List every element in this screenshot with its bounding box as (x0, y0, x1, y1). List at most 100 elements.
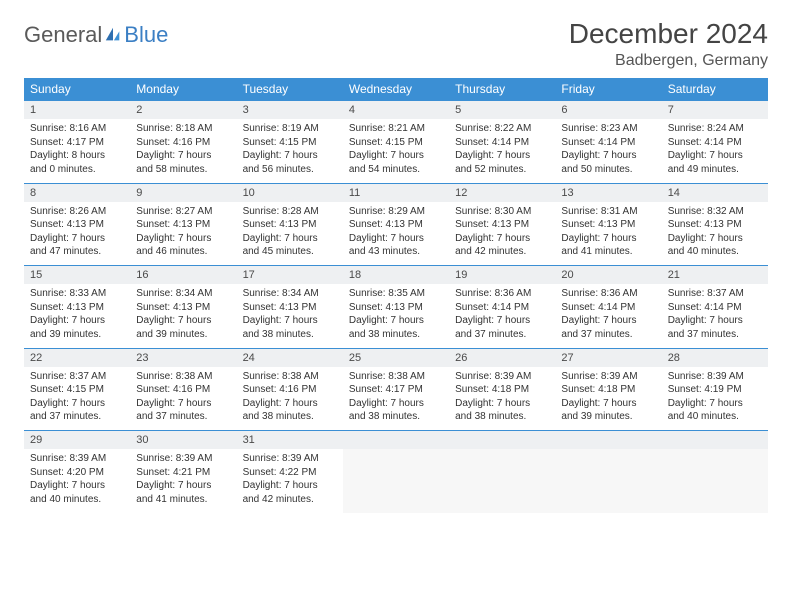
day-number-cell: 8 (24, 183, 130, 202)
day-number-row: 15161718192021 (24, 266, 768, 285)
day-number-cell: 28 (662, 348, 768, 367)
day-content-cell: Sunrise: 8:16 AMSunset: 4:17 PMDaylight:… (24, 119, 130, 183)
day-content-row: Sunrise: 8:33 AMSunset: 4:13 PM Daylight:… (24, 284, 768, 348)
sunrise-text: Sunrise: 8:37 AM (30, 370, 124, 384)
sunrise-text: Sunrise: 8:34 AM (243, 287, 337, 301)
dl2-text: and 50 minutes. (561, 163, 655, 177)
dl2-text: and 52 minutes. (455, 163, 549, 177)
dl1-text: Daylight: 7 hours (136, 314, 230, 328)
day-content-cell: Sunrise: 8:37 AMSunset: 4:14 PMDaylight:… (662, 284, 768, 348)
sunset-text: Sunset: 4:21 PM (136, 466, 230, 480)
dl1-text: Daylight: 7 hours (136, 232, 230, 246)
day-content-cell: Sunrise: 8:39 AMSunset: 4:20 PMDaylight:… (24, 449, 130, 513)
sunrise-text: Sunrise: 8:32 AM (668, 205, 762, 219)
sunrise-text: Sunrise: 8:31 AM (561, 205, 655, 219)
dl1-text: Daylight: 7 hours (136, 479, 230, 493)
logo-sail-icon (104, 26, 122, 44)
location: Badbergen, Germany (569, 52, 768, 70)
sunrise-text: Sunrise: 8:36 AM (561, 287, 655, 301)
sunrise-text: Sunrise: 8:24 AM (668, 122, 762, 136)
sunset-text: Sunset: 4:15 PM (349, 136, 443, 150)
sunset-text: Sunset: 4:13 PM (243, 218, 337, 232)
dl1-text: Daylight: 7 hours (668, 232, 762, 246)
day-content-cell: Sunrise: 8:39 AMSunset: 4:19 PMDaylight:… (662, 367, 768, 431)
dl2-text: and 46 minutes. (136, 245, 230, 259)
day-number-cell: 27 (555, 348, 661, 367)
day-content-cell (343, 449, 449, 513)
dl1-text: Daylight: 7 hours (243, 149, 337, 163)
day-content-cell: Sunrise: 8:35 AMSunset: 4:13 PMDaylight:… (343, 284, 449, 348)
dl2-text: and 49 minutes. (668, 163, 762, 177)
dl2-text: and 38 minutes. (455, 410, 549, 424)
sunrise-text: Sunrise: 8:19 AM (243, 122, 337, 136)
sunrise-text: Sunrise: 8:33 AM (30, 287, 124, 301)
dl1-text: Daylight: 7 hours (455, 397, 549, 411)
day-number-row: 22232425262728 (24, 348, 768, 367)
dl2-text: and 54 minutes. (349, 163, 443, 177)
title-block: December 2024 Badbergen, Germany (569, 18, 768, 70)
sunrise-text: Sunrise: 8:29 AM (349, 205, 443, 219)
weekday-header: Monday (130, 78, 236, 101)
day-content-row: Sunrise: 8:26 AMSunset: 4:13 PMDaylight:… (24, 202, 768, 266)
sunrise-text: Sunrise: 8:26 AM (30, 205, 124, 219)
dl2-text: and 40 minutes. (668, 410, 762, 424)
sunset-text: Sunset: 4:16 PM (243, 383, 337, 397)
weekday-header: Saturday (662, 78, 768, 101)
dl2-text: and 42 minutes. (455, 245, 549, 259)
day-content-row: Sunrise: 8:39 AMSunset: 4:20 PMDaylight:… (24, 449, 768, 513)
dl1-text: Daylight: 7 hours (668, 149, 762, 163)
dl1-text: Daylight: 7 hours (561, 314, 655, 328)
day-content-cell: Sunrise: 8:33 AMSunset: 4:13 PMDaylight:… (24, 284, 130, 348)
dl1-text: Daylight: 7 hours (455, 149, 549, 163)
day-content-cell: Sunrise: 8:23 AMSunset: 4:14 PMDaylight:… (555, 119, 661, 183)
day-number-cell: 13 (555, 183, 661, 202)
sunset-text: Sunset: 4:13 PM (30, 218, 124, 232)
sunset-text: Sunset: 4:20 PM (30, 466, 124, 480)
sunset-text: Sunset: 4:13 PM (30, 301, 124, 315)
sunrise-text: Sunrise: 8:39 AM (136, 452, 230, 466)
day-content-cell: Sunrise: 8:28 AMSunset: 4:13 PMDaylight:… (237, 202, 343, 266)
weekday-header: Sunday (24, 78, 130, 101)
day-number-cell: 14 (662, 183, 768, 202)
day-number-row: 293031 (24, 431, 768, 450)
sunset-text: Sunset: 4:18 PM (561, 383, 655, 397)
day-number-cell: 20 (555, 266, 661, 285)
sunrise-text: Sunrise: 8:39 AM (243, 452, 337, 466)
dl1-text: Daylight: 7 hours (30, 232, 124, 246)
logo: General Blue (24, 18, 168, 48)
day-content-cell: Sunrise: 8:39 AMSunset: 4:22 PMDaylight:… (237, 449, 343, 513)
day-number-cell: 4 (343, 101, 449, 120)
day-content-cell: Sunrise: 8:39 AMSunset: 4:18 PMDaylight:… (449, 367, 555, 431)
sunrise-text: Sunrise: 8:30 AM (455, 205, 549, 219)
calendar-table: Sunday Monday Tuesday Wednesday Thursday… (24, 78, 768, 513)
dl1-text: Daylight: 7 hours (243, 314, 337, 328)
dl1-text: Daylight: 7 hours (349, 314, 443, 328)
dl1-text: Daylight: 7 hours (668, 314, 762, 328)
sunrise-text: Sunrise: 8:39 AM (668, 370, 762, 384)
dl1-text: Daylight: 7 hours (243, 232, 337, 246)
day-number-cell: 17 (237, 266, 343, 285)
sunset-text: Sunset: 4:14 PM (668, 301, 762, 315)
dl2-text: and 41 minutes. (561, 245, 655, 259)
sunset-text: Sunset: 4:14 PM (561, 301, 655, 315)
sunset-text: Sunset: 4:13 PM (561, 218, 655, 232)
dl2-text: and 56 minutes. (243, 163, 337, 177)
day-content-row: Sunrise: 8:37 AMSunset: 4:15 PMDaylight:… (24, 367, 768, 431)
day-number-cell: 30 (130, 431, 236, 450)
weekday-header-row: Sunday Monday Tuesday Wednesday Thursday… (24, 78, 768, 101)
logo-text-general: General (24, 22, 102, 48)
day-content-cell: Sunrise: 8:38 AMSunset: 4:16 PMDaylight:… (237, 367, 343, 431)
dl2-text: and 37 minutes. (136, 410, 230, 424)
dl2-text: and 38 minutes. (349, 410, 443, 424)
sunrise-text: Sunrise: 8:39 AM (561, 370, 655, 384)
day-content-cell: Sunrise: 8:34 AMSunset: 4:13 PMDaylight:… (237, 284, 343, 348)
dl2-text: and 38 minutes. (243, 410, 337, 424)
sunrise-text: Sunrise: 8:39 AM (30, 452, 124, 466)
day-number-cell: 11 (343, 183, 449, 202)
dl1-text: Daylight: 7 hours (136, 397, 230, 411)
dl2-text: and 37 minutes. (455, 328, 549, 342)
sunrise-text: Sunrise: 8:34 AM (136, 287, 230, 301)
dl1-text: Daylight: 7 hours (136, 149, 230, 163)
day-number-cell: 16 (130, 266, 236, 285)
dl2-text: and 45 minutes. (243, 245, 337, 259)
